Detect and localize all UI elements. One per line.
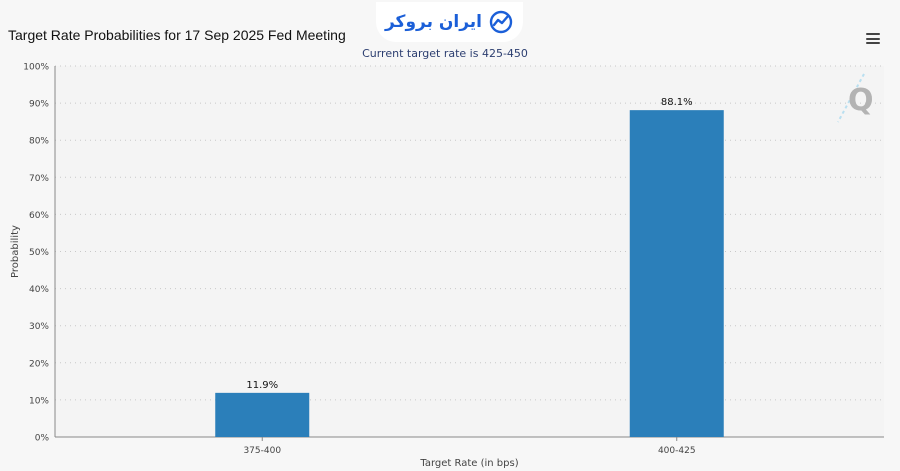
y-tick-label: 50%	[29, 248, 49, 258]
watermark-logo: Q	[834, 72, 878, 128]
y-axis-title: Probability	[10, 225, 21, 278]
chart-title: Target Rate Probabilities for 17 Sep 202…	[8, 27, 346, 43]
bar-400-425	[629, 110, 724, 438]
data-label: 11.9%	[246, 380, 278, 391]
y-tick-label: 0%	[35, 434, 50, 444]
y-tick-label: 90%	[29, 100, 49, 110]
y-tick-label: 60%	[29, 211, 49, 221]
y-tick-label: 30%	[29, 322, 49, 332]
y-tick-label: 10%	[29, 396, 49, 406]
chart-subtitle: Current target rate is 425-450	[362, 47, 528, 60]
y-tick-label: 80%	[29, 137, 49, 147]
x-tick-label: 400-425	[658, 446, 696, 456]
x-axis-title: Target Rate (in bps)	[419, 458, 518, 469]
trend-chart-icon	[489, 10, 513, 34]
bar-375-400	[215, 392, 310, 437]
watermark-letter: Q	[848, 83, 874, 118]
y-tick-label: 20%	[29, 359, 49, 369]
logo-text: ایران بروکر	[384, 12, 483, 32]
hamburger-menu-icon[interactable]	[866, 33, 880, 44]
y-tick-label: 100%	[23, 63, 49, 73]
y-tick-label: 70%	[29, 174, 49, 184]
y-tick-label: 40%	[29, 285, 49, 295]
logo: ایران بروکر	[376, 2, 523, 42]
data-label: 88.1%	[661, 97, 693, 108]
plot-area	[55, 66, 884, 437]
x-tick-label: 375-400	[243, 446, 281, 456]
